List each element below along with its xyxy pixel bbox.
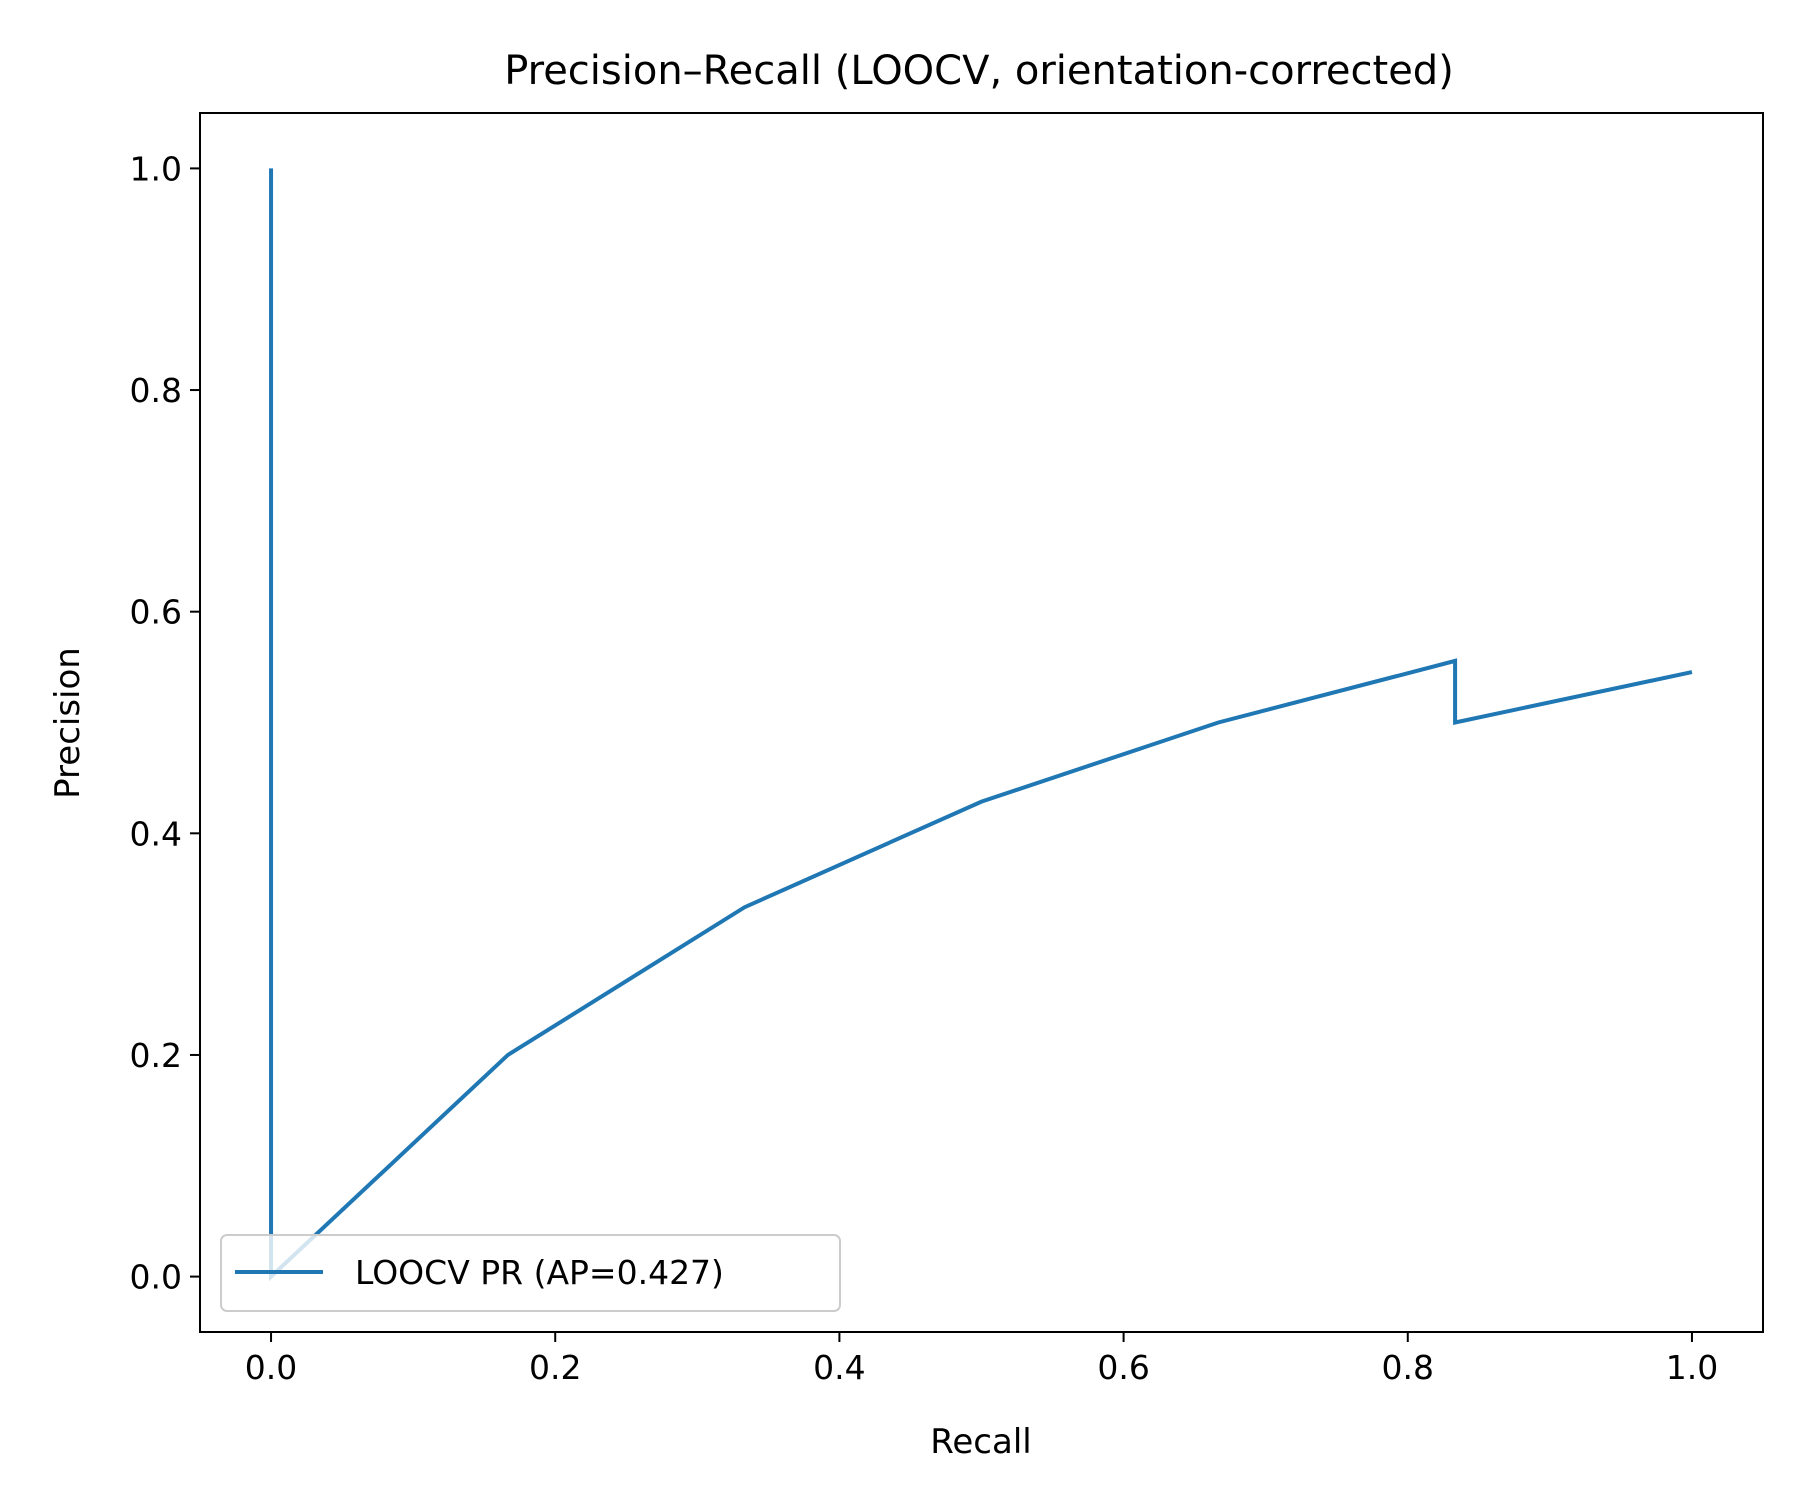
y-tick-label: 1.0 bbox=[130, 149, 182, 188]
x-tick-label: 1.0 bbox=[1666, 1348, 1718, 1387]
legend-box bbox=[220, 1234, 841, 1312]
x-tick-label: 0.8 bbox=[1382, 1348, 1434, 1387]
y-axis-label: Precision bbox=[48, 647, 88, 799]
x-tick-label: 0.0 bbox=[245, 1348, 297, 1387]
plot-frame bbox=[199, 112, 1764, 1333]
y-tick-label: 0.6 bbox=[130, 593, 182, 632]
x-axis-label: Recall bbox=[930, 1422, 1031, 1462]
y-tick-label: 0.8 bbox=[130, 371, 182, 410]
y-axis: 0.0 0.2 0.4 0.6 0.8 1.0 bbox=[130, 149, 200, 1297]
x-axis: 0.0 0.2 0.4 0.6 0.8 1.0 bbox=[245, 1332, 1718, 1387]
series-line-0 bbox=[269, 168, 1693, 1282]
x-tick-label: 0.6 bbox=[1097, 1348, 1149, 1387]
y-tick-label: 0.0 bbox=[130, 1258, 182, 1297]
plot-area bbox=[200, 113, 1763, 1332]
y-tick-label: 0.4 bbox=[130, 814, 182, 853]
chart-title: Precision–Recall (LOOCV, orientation-cor… bbox=[504, 48, 1454, 94]
y-tick-label: 0.2 bbox=[130, 1036, 182, 1075]
legend-label: LOOCV PR (AP=0.427) bbox=[355, 1253, 724, 1292]
x-tick-label: 0.4 bbox=[813, 1348, 865, 1387]
x-tick-label: 0.2 bbox=[529, 1348, 581, 1387]
series-layer bbox=[269, 168, 1693, 1282]
legend: LOOCV PR (AP=0.427) bbox=[220, 1234, 841, 1312]
